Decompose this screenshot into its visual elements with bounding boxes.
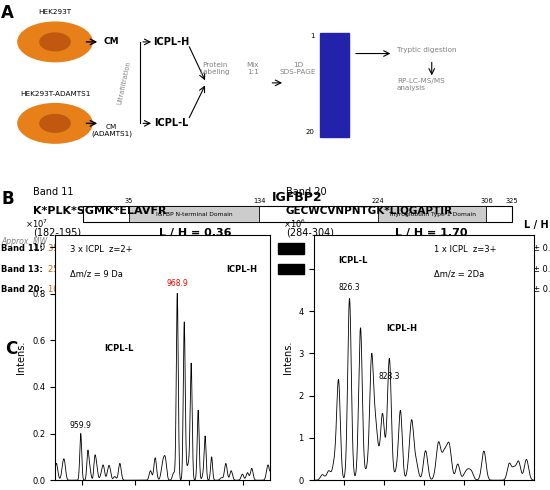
Text: 25 kDa: 25 kDa — [48, 265, 78, 273]
Text: 134: 134 — [253, 197, 266, 204]
Bar — [129, 264, 159, 274]
Text: 10 kDa: 10 kDa — [48, 285, 78, 294]
Text: A: A — [1, 4, 14, 22]
Text: ICPL-L: ICPL-L — [338, 256, 368, 265]
Text: 35 kDa: 35 kDa — [48, 244, 78, 253]
Text: 325: 325 — [505, 197, 518, 204]
Ellipse shape — [18, 22, 92, 62]
Text: 0.28 ± 0.10: 0.28 ± 0.10 — [512, 244, 550, 253]
Bar — [82, 206, 512, 222]
Text: Band 20:: Band 20: — [1, 285, 43, 294]
Text: 959.9: 959.9 — [70, 421, 92, 430]
Text: 20: 20 — [306, 129, 315, 135]
Text: ICPL-H: ICPL-H — [386, 324, 417, 333]
Text: 35: 35 — [124, 197, 133, 204]
Ellipse shape — [18, 103, 92, 143]
Ellipse shape — [40, 33, 70, 51]
Text: Tryptic digestion: Tryptic digestion — [397, 47, 456, 53]
Text: L / H = 0.36: L / H = 0.36 — [159, 228, 232, 238]
Text: ICPL-L: ICPL-L — [104, 344, 134, 353]
Y-axis label: Intens.: Intens. — [16, 341, 26, 374]
Text: Δm/z = 2Da: Δm/z = 2Da — [434, 270, 485, 279]
Text: (284-304): (284-304) — [286, 228, 334, 238]
Bar — [344, 264, 370, 274]
Bar — [397, 244, 423, 254]
Bar — [344, 244, 370, 254]
Text: ICPL-H: ICPL-H — [226, 265, 257, 273]
Text: CM: CM — [104, 37, 119, 47]
Text: Δm/z = 9 Da: Δm/z = 9 Da — [70, 270, 123, 279]
Bar — [164, 264, 195, 274]
Y-axis label: Intens.: Intens. — [283, 341, 293, 374]
Text: 968.9: 968.9 — [167, 279, 188, 288]
Text: IGFBP N-terminal Domain: IGFBP N-terminal Domain — [156, 212, 232, 217]
Bar — [199, 264, 228, 274]
Text: HEK293T: HEK293T — [39, 9, 72, 15]
Text: RP-LC-MS/MS
analysis: RP-LC-MS/MS analysis — [397, 78, 445, 91]
Text: IGFBP2: IGFBP2 — [272, 191, 322, 204]
Bar — [278, 244, 304, 254]
Text: 306: 306 — [480, 197, 493, 204]
Bar — [164, 244, 195, 254]
Text: L / H: L / H — [524, 220, 548, 230]
Bar — [403, 284, 430, 294]
Text: Mix
1:1: Mix 1:1 — [247, 62, 259, 75]
Text: 1.87 ± 0.02: 1.87 ± 0.02 — [512, 285, 550, 294]
Bar — [232, 264, 260, 274]
Text: ICPL-L: ICPL-L — [155, 119, 189, 128]
Bar — [436, 284, 463, 294]
Text: Protein
Labeling: Protein Labeling — [199, 62, 230, 75]
Text: $\times10^{6}$: $\times10^{6}$ — [283, 218, 306, 230]
Text: HEK293T-ADAMTS1: HEK293T-ADAMTS1 — [20, 91, 90, 97]
Text: Approx. MW: Approx. MW — [1, 237, 47, 245]
Text: C: C — [5, 340, 17, 358]
Text: Band 11:: Band 11: — [1, 244, 43, 253]
Text: 3 x ICPL  z=2+: 3 x ICPL z=2+ — [70, 245, 133, 254]
Text: $\times10^{7}$: $\times10^{7}$ — [25, 218, 48, 230]
Text: 5.42 ± 0.73: 5.42 ± 0.73 — [512, 265, 550, 273]
Bar — [129, 206, 260, 222]
Text: 224: 224 — [372, 197, 384, 204]
Bar — [344, 284, 370, 294]
Text: 828.3: 828.3 — [379, 372, 400, 381]
Text: 1 x ICPL  z=3+: 1 x ICPL z=3+ — [434, 245, 497, 254]
Text: 826.3: 826.3 — [339, 283, 360, 292]
Bar — [463, 244, 496, 254]
Text: ICPL-H: ICPL-H — [153, 37, 190, 47]
Bar — [199, 244, 228, 254]
Text: Ultrafiltration: Ultrafiltration — [116, 60, 131, 105]
Text: B: B — [1, 190, 14, 208]
Text: Band 20: Band 20 — [286, 187, 327, 197]
Text: 1: 1 — [310, 32, 315, 39]
Bar — [320, 33, 349, 137]
Text: Band 13:: Band 13: — [1, 265, 43, 273]
Bar — [232, 244, 260, 254]
Bar — [378, 206, 486, 222]
Text: 1D
SDS-PAGE: 1D SDS-PAGE — [280, 62, 316, 75]
Text: L / H = 1.70: L / H = 1.70 — [394, 228, 467, 238]
Text: (182-195): (182-195) — [33, 228, 81, 238]
Bar — [278, 264, 304, 274]
Text: K*PLK*SGMK*ELAVFR: K*PLK*SGMK*ELAVFR — [33, 206, 167, 216]
Text: CM
(ADAMTS1): CM (ADAMTS1) — [91, 123, 132, 137]
Text: Thyroglobulin Type-1 Domain: Thyroglobulin Type-1 Domain — [388, 212, 476, 217]
Ellipse shape — [40, 115, 70, 132]
Bar — [129, 244, 159, 254]
Text: GECWCVNPNTGK*LIQGAPTIR: GECWCVNPNTGK*LIQGAPTIR — [286, 206, 453, 216]
Text: Band 11: Band 11 — [33, 187, 74, 197]
